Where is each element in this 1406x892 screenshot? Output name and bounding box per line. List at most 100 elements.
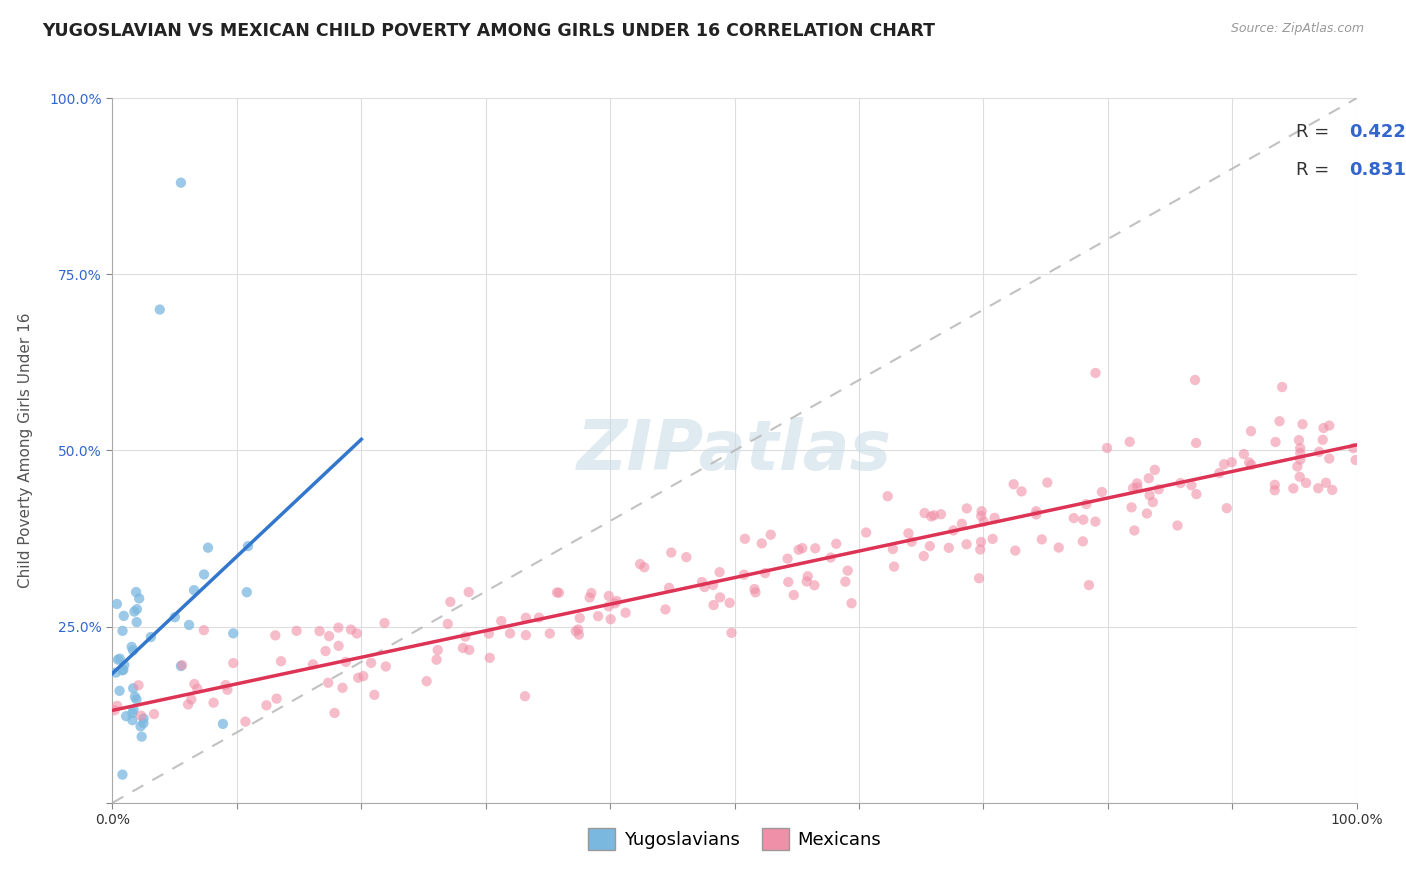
Point — [112, 663, 135, 677]
Point — [882, 541, 904, 556]
Text: ZIPatlas: ZIPatlas — [576, 417, 893, 484]
Point — [1139, 488, 1161, 502]
Text: R =: R = — [1296, 122, 1334, 141]
Point — [970, 504, 993, 518]
Point — [222, 626, 245, 640]
Point — [1344, 453, 1367, 467]
Point — [108, 651, 131, 665]
Point — [1095, 441, 1118, 455]
Point — [920, 509, 942, 524]
Point — [1031, 533, 1053, 547]
Point — [1317, 418, 1340, 433]
Point — [1288, 470, 1310, 484]
Point — [837, 564, 859, 578]
Point — [565, 624, 588, 639]
Point — [1208, 466, 1230, 480]
Point — [912, 549, 935, 563]
Point — [235, 714, 257, 729]
Point — [128, 678, 150, 692]
Point — [690, 575, 713, 590]
Point — [1122, 481, 1144, 495]
Point — [108, 683, 131, 698]
Text: Source: ZipAtlas.com: Source: ZipAtlas.com — [1230, 22, 1364, 36]
Point — [567, 623, 589, 637]
Point — [792, 541, 814, 556]
Point — [614, 606, 637, 620]
Point — [112, 608, 135, 623]
Point — [1308, 481, 1330, 495]
Point — [876, 489, 898, 503]
Point — [125, 585, 148, 599]
Point — [1047, 541, 1070, 555]
Point — [128, 591, 150, 606]
Point — [778, 574, 800, 589]
Point — [1121, 500, 1143, 515]
Point — [981, 532, 1004, 546]
Point — [1143, 463, 1166, 477]
Point — [1091, 485, 1114, 500]
Point — [759, 527, 782, 541]
Point — [180, 692, 202, 706]
Point — [820, 550, 842, 565]
Point — [132, 716, 155, 731]
Point — [499, 626, 522, 640]
Point — [513, 690, 536, 704]
Point — [776, 551, 799, 566]
Point — [568, 611, 591, 625]
Point — [451, 640, 474, 655]
Point — [1233, 447, 1256, 461]
Point — [1216, 501, 1239, 516]
Point — [744, 582, 766, 596]
Point — [328, 621, 350, 635]
Point — [914, 506, 936, 520]
Point — [1185, 487, 1208, 501]
Point — [222, 656, 245, 670]
Point — [1282, 482, 1305, 496]
Point — [170, 659, 193, 673]
Point — [956, 501, 979, 516]
Point — [104, 665, 127, 680]
Point — [720, 625, 742, 640]
Point — [139, 630, 162, 644]
Point — [163, 610, 186, 624]
Point — [1136, 507, 1159, 521]
Point — [578, 591, 600, 605]
Point — [970, 535, 993, 549]
Point — [709, 565, 731, 579]
Point — [1185, 436, 1208, 450]
Point — [841, 596, 863, 610]
Point — [360, 656, 382, 670]
Point — [121, 640, 143, 654]
Point — [744, 585, 766, 599]
Point — [703, 598, 725, 612]
Point — [1271, 380, 1294, 394]
Point — [702, 578, 724, 592]
Point — [214, 678, 236, 692]
Point — [217, 682, 239, 697]
Point — [1322, 483, 1344, 497]
Point — [183, 677, 205, 691]
Point — [628, 557, 651, 571]
Point — [183, 583, 205, 598]
Point — [121, 706, 143, 720]
Point — [548, 586, 571, 600]
Point — [804, 541, 827, 556]
Point — [883, 559, 905, 574]
Point — [1036, 475, 1059, 490]
Point — [922, 508, 945, 523]
Point — [1118, 434, 1140, 449]
Point — [797, 569, 820, 583]
Point — [675, 550, 697, 565]
Point — [734, 532, 756, 546]
Point — [1166, 518, 1188, 533]
Point — [122, 703, 145, 717]
Point — [352, 669, 374, 683]
Point — [942, 524, 965, 538]
Point — [478, 650, 501, 665]
Text: R =: R = — [1296, 161, 1334, 179]
Point — [125, 692, 148, 706]
Point — [415, 674, 437, 689]
Point — [586, 609, 609, 624]
Point — [1264, 435, 1286, 450]
Point — [659, 545, 682, 559]
